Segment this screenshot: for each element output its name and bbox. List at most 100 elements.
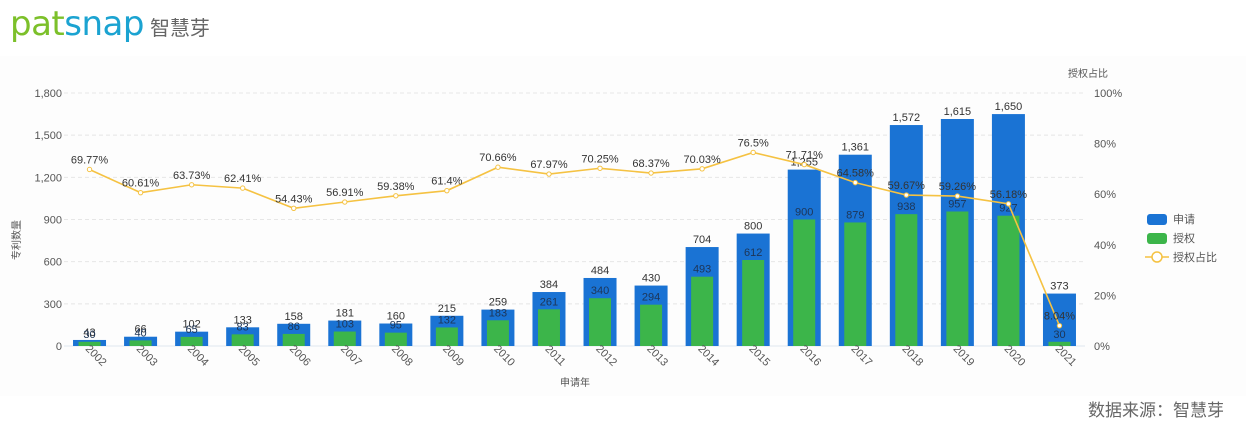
ratio-point[interactable] [393,193,399,199]
y-tick-label: 900 [44,215,62,227]
bar-value-label: 66 [134,324,146,336]
bar-value-label: 340 [591,285,609,297]
bar-value-label: 1,650 [995,101,1023,113]
bar-value-label: 102 [182,319,200,331]
ratio-point[interactable] [188,182,195,188]
bar-grants[interactable] [793,219,816,347]
ratio-point[interactable] [239,185,246,191]
y2-tick-label: 100% [1094,88,1122,100]
patsnap-logo: pat snap 智慧芽 [10,4,210,44]
ratio-point[interactable] [291,205,297,211]
ratio-value-label: 61.4% [431,176,462,188]
ratio-value-label: 59.38% [377,181,415,193]
x-tick-label: 2009 [440,343,466,369]
y-tick-label: 1,200 [34,172,62,184]
bar-grants[interactable] [486,320,509,346]
bar-grants[interactable] [895,214,918,346]
ratio-point[interactable] [903,192,910,198]
ratio-value-label: 76.5% [738,137,769,149]
bar-grants[interactable] [435,327,458,346]
ratio-point[interactable] [699,166,705,172]
bar-grants[interactable] [691,276,714,346]
ratio-value-label: 56.18% [990,189,1028,201]
ratio-value-label: 64.58% [837,168,875,180]
bar-value-label: 183 [489,307,507,319]
x-axis-title: 申请年 [560,376,590,389]
bar-value-label: 65 [186,324,198,336]
bar-value-label: 181 [336,308,354,320]
bar-grants[interactable] [282,333,305,346]
bar-value-label: 133 [233,314,251,326]
bar-value-label: 373 [1050,281,1068,293]
bar-grants[interactable] [333,331,356,346]
bar-value-label: 957 [948,198,966,210]
x-tick-label: 2020 [1002,343,1028,369]
ratio-point[interactable] [1005,201,1012,207]
y-axis-left: 0 300 600 900 1,200 1,500 1,800 [34,88,62,353]
x-tick-label: 2004 [185,343,211,369]
bar-value-label: 294 [642,292,660,304]
ratio-point[interactable] [954,193,961,199]
chart-container: 0 300 600 900 1,200 1,500 1,800 0% 20% 40% 60% 80%… [0,56,1246,396]
ratio-value-label: 67.97% [530,159,568,171]
bar-applications[interactable] [1042,293,1076,346]
ratio-value-label: 69.77% [71,154,109,166]
bar-value-label: 30 [83,329,95,341]
bar-grants[interactable] [231,334,254,346]
bar-value-label: 384 [540,279,558,291]
bar-grants[interactable] [946,211,969,346]
x-tick-label: 2013 [644,343,670,369]
bar-value-label: 1,572 [893,112,921,124]
bar-grants[interactable] [537,309,560,346]
data-source-note: 数据来源：智慧芽 [1088,401,1224,421]
legend-item-grants[interactable]: 授权 [1147,231,1195,245]
y-tick-label: 600 [44,257,62,269]
ratio-point[interactable] [86,166,93,173]
bar-grants[interactable] [589,298,612,346]
y-tick-label: 0 [56,341,62,353]
ratio-point[interactable] [801,161,807,168]
bar-grants[interactable] [129,340,152,346]
gridlines [64,92,1085,347]
ratio-point[interactable] [444,187,450,194]
ratio-point[interactable] [597,165,603,171]
ratio-point[interactable] [750,149,756,156]
ratio-point[interactable] [546,171,552,177]
legend-item-ratio[interactable]: 授权占比 [1145,250,1217,264]
ratio-value-label: 63.73% [173,170,211,182]
bar-value-label: 132 [438,314,456,326]
bar-value-label: 879 [846,209,864,221]
legend-item-applications[interactable]: 申请 [1147,213,1195,226]
bar-grants[interactable] [384,332,407,346]
bar-grants[interactable] [742,259,765,346]
bar-grants[interactable] [997,215,1020,346]
bar-grants[interactable] [180,336,203,346]
x-tick-label: 2021 [1053,343,1079,369]
ratio-point[interactable] [852,179,858,186]
bar-value-label: 43 [83,327,95,339]
ratio-point[interactable] [137,189,144,196]
ratio-value-label: 59.26% [939,181,977,193]
bar-grants[interactable] [1048,341,1071,346]
bar-value-label: 704 [693,234,711,246]
bar-value-label: 83 [237,321,249,333]
ratio-point[interactable] [1056,322,1063,329]
bar-value-label: 430 [642,273,660,285]
y-axis-title: 专利数量 [10,220,23,260]
ratio-value-label: 70.25% [581,153,619,165]
bar-value-label: 158 [285,311,303,323]
ratio-point[interactable] [342,199,348,205]
ratio-value-label: 68.37% [632,158,670,170]
ratio-point[interactable] [495,164,501,170]
logo-text-snap: snap [64,4,144,44]
bar-grants[interactable] [844,222,867,346]
bar-grants[interactable] [640,304,663,346]
bar-value-label: 261 [540,296,558,308]
y2-tick-label: 40% [1094,240,1116,252]
bar-grants[interactable] [78,341,101,346]
x-tick-label: 2008 [389,343,415,369]
bar-value-label: 938 [897,201,915,213]
ratio-point[interactable] [648,170,654,176]
